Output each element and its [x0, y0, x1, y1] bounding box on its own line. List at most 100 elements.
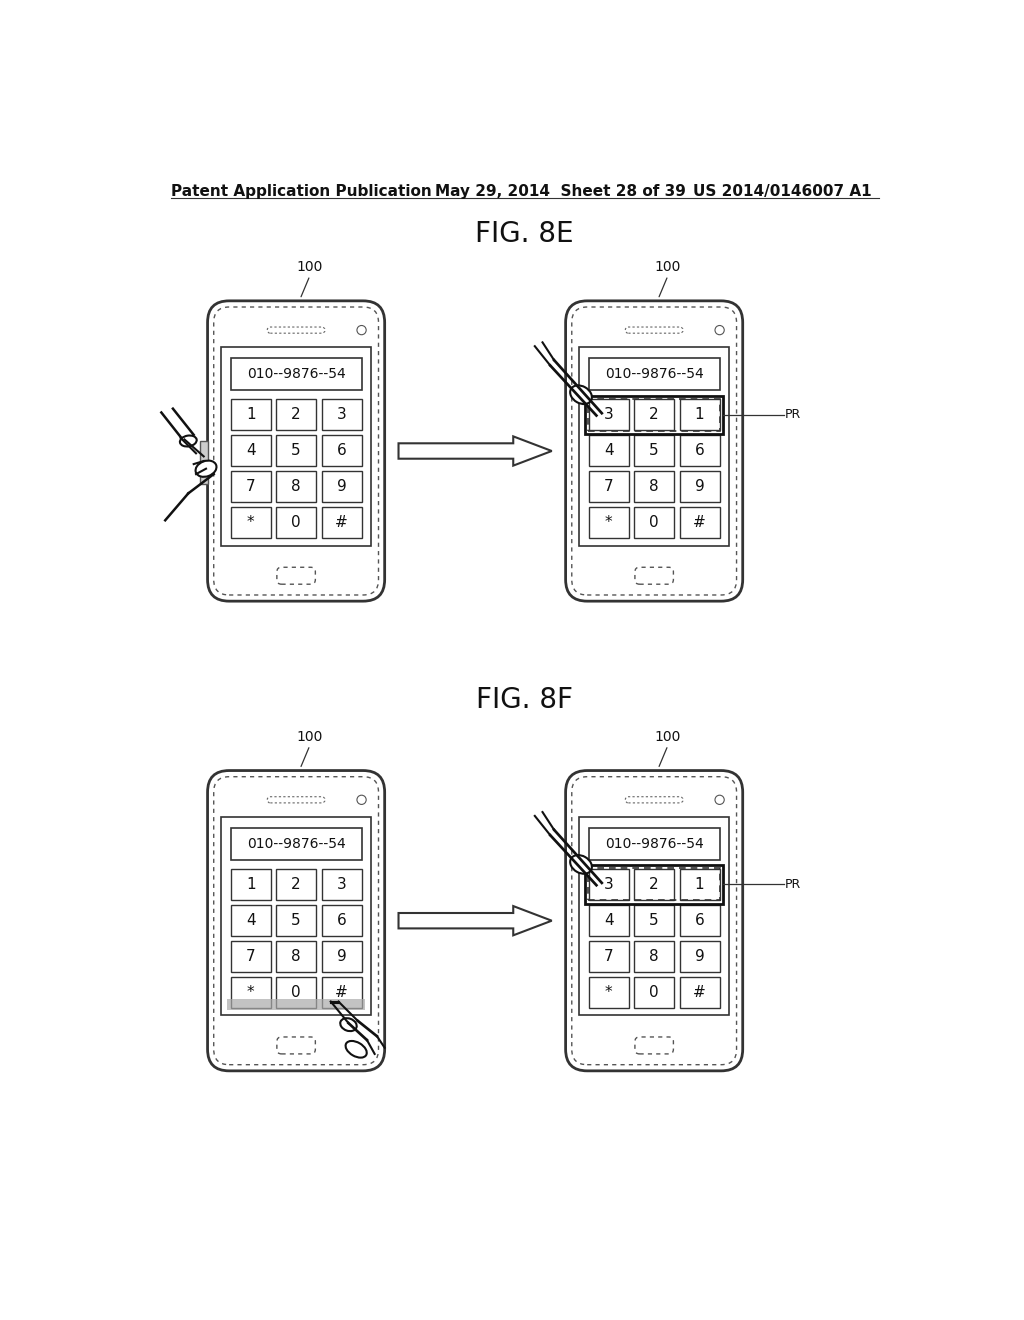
Text: 3: 3 [604, 876, 613, 892]
Circle shape [357, 795, 367, 804]
Bar [322, 400, 361, 430]
FancyBboxPatch shape [214, 776, 379, 1065]
Text: *: * [247, 515, 255, 531]
Text: 010--9876--54: 010--9876--54 [247, 837, 345, 850]
Bar [322, 906, 361, 936]
Ellipse shape [570, 385, 592, 404]
Bar [276, 906, 316, 936]
FancyBboxPatch shape [276, 1038, 315, 1053]
Bar [276, 507, 316, 539]
Polygon shape [398, 906, 552, 936]
Bar [680, 941, 720, 972]
Text: 4: 4 [246, 444, 256, 458]
Bar [589, 977, 629, 1007]
Text: 1: 1 [246, 407, 256, 422]
Text: #: # [693, 985, 706, 1001]
Bar [589, 828, 720, 859]
FancyBboxPatch shape [214, 308, 379, 595]
Text: 9: 9 [694, 479, 705, 494]
Text: 7: 7 [604, 479, 613, 494]
Text: 5: 5 [291, 913, 301, 928]
Bar [680, 507, 720, 539]
Bar [634, 436, 674, 466]
Bar [221, 347, 371, 545]
Bar [230, 977, 270, 1007]
Text: 0: 0 [291, 985, 301, 1001]
FancyBboxPatch shape [276, 568, 315, 585]
FancyBboxPatch shape [635, 568, 674, 585]
Bar [230, 906, 270, 936]
Bar [680, 400, 720, 430]
Bar [680, 977, 720, 1007]
Text: FIG. 8E: FIG. 8E [475, 220, 574, 248]
Text: 010--9876--54: 010--9876--54 [605, 837, 703, 850]
Bar [634, 507, 674, 539]
Ellipse shape [340, 1018, 356, 1031]
Text: 6: 6 [337, 444, 346, 458]
Bar [322, 941, 361, 972]
Text: #: # [693, 515, 706, 531]
Bar [589, 869, 629, 900]
Bar [230, 471, 270, 502]
Bar [322, 869, 361, 900]
Text: 010--9876--54: 010--9876--54 [605, 367, 703, 381]
Ellipse shape [196, 461, 216, 477]
FancyBboxPatch shape [626, 797, 683, 803]
Bar [589, 941, 629, 972]
Text: 7: 7 [246, 949, 256, 964]
Ellipse shape [570, 855, 592, 874]
Text: 4: 4 [604, 913, 613, 928]
Bar [322, 507, 361, 539]
Text: 7: 7 [246, 479, 256, 494]
Bar [588, 869, 720, 900]
Bar [634, 869, 674, 900]
Bar [230, 828, 361, 859]
Bar [322, 436, 361, 466]
FancyBboxPatch shape [565, 771, 742, 1071]
Bar [276, 400, 316, 430]
Ellipse shape [180, 436, 197, 446]
Bar [230, 941, 270, 972]
Bar [634, 471, 674, 502]
Text: 4: 4 [246, 913, 256, 928]
Circle shape [715, 795, 724, 804]
FancyBboxPatch shape [267, 327, 325, 333]
FancyBboxPatch shape [571, 308, 736, 595]
Bar [634, 977, 674, 1007]
Text: 2: 2 [649, 876, 659, 892]
Bar [276, 471, 316, 502]
FancyBboxPatch shape [626, 327, 683, 333]
Text: 2: 2 [649, 407, 659, 422]
Text: 4: 4 [604, 444, 613, 458]
Text: 7: 7 [604, 949, 613, 964]
Text: 010--9876--54: 010--9876--54 [247, 367, 345, 381]
Bar [589, 436, 629, 466]
FancyBboxPatch shape [571, 776, 736, 1065]
Bar [589, 358, 720, 391]
Text: US 2014/0146007 A1: US 2014/0146007 A1 [692, 183, 871, 199]
Text: PR: PR [785, 878, 802, 891]
Text: #: # [335, 985, 348, 1001]
Bar [634, 906, 674, 936]
Text: 8: 8 [649, 949, 659, 964]
Text: 6: 6 [337, 913, 346, 928]
Bar [585, 866, 724, 904]
Text: Patent Application Publication: Patent Application Publication [171, 183, 431, 199]
Text: 5: 5 [649, 444, 659, 458]
Text: 3: 3 [337, 407, 346, 422]
Text: 9: 9 [694, 949, 705, 964]
Text: 1: 1 [246, 876, 256, 892]
Bar [276, 869, 316, 900]
Text: 0: 0 [649, 985, 659, 1001]
Circle shape [715, 326, 724, 335]
Bar [585, 396, 724, 434]
Polygon shape [398, 437, 552, 466]
Text: 0: 0 [649, 515, 659, 531]
Text: #: # [335, 515, 348, 531]
Text: 100: 100 [654, 730, 681, 743]
Bar [322, 471, 361, 502]
Bar [276, 977, 316, 1007]
Bar [588, 399, 720, 430]
Text: 9: 9 [337, 949, 346, 964]
Bar [580, 817, 729, 1015]
